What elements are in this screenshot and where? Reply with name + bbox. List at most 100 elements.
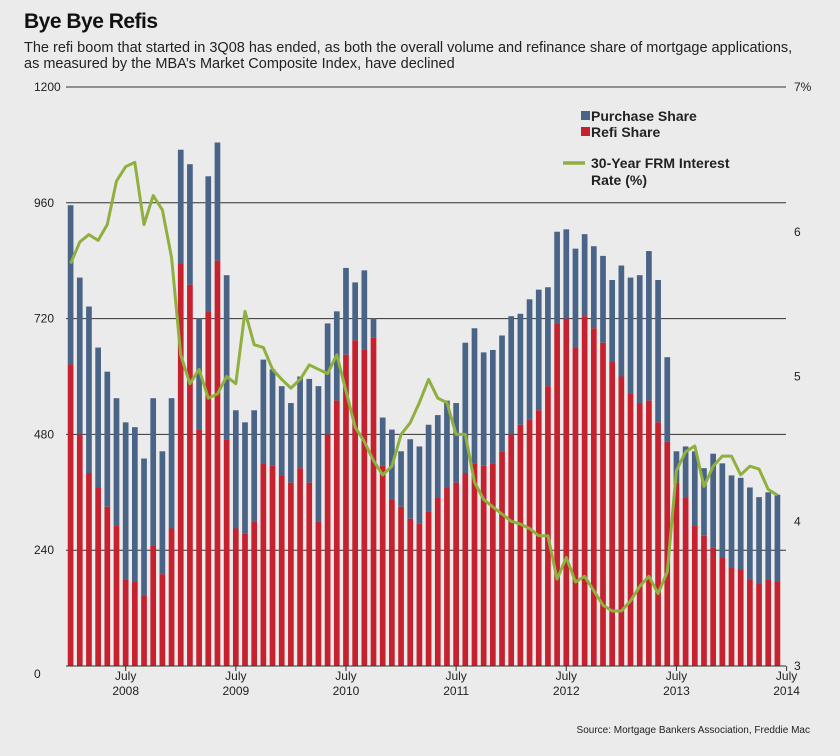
- bar-purchase: [306, 378, 313, 483]
- bar-purchase: [132, 427, 138, 582]
- bar-purchase: [490, 349, 496, 464]
- bar-purchase: [113, 398, 120, 527]
- bar-purchase: [416, 446, 423, 524]
- x-tick-month: July: [666, 669, 687, 683]
- bar-purchase: [177, 149, 184, 264]
- bar-purchase: [480, 352, 487, 466]
- bar-purchase: [747, 487, 753, 580]
- bar-purchase: [517, 313, 524, 425]
- bar-refi: [398, 506, 404, 666]
- bar-refi: [655, 422, 661, 666]
- bar-refi: [425, 511, 432, 666]
- left-axis-ticks: 0 240 480 720 960 1200: [34, 80, 61, 681]
- bar-purchase: [508, 316, 515, 435]
- bar-refi: [646, 400, 652, 666]
- legend-label-refi: Refi Share: [591, 124, 660, 140]
- bar-refi: [352, 340, 358, 666]
- bar-purchase: [370, 318, 377, 338]
- bar-purchase: [434, 415, 441, 498]
- bar-refi: [434, 497, 441, 666]
- bar-refi: [159, 574, 166, 666]
- bar-refi: [315, 521, 322, 666]
- bar-purchase: [324, 323, 331, 435]
- bar-purchase: [609, 280, 616, 363]
- bar-refi: [122, 579, 129, 666]
- bar-purchase: [600, 255, 606, 343]
- bar-refi: [581, 316, 588, 666]
- x-tick-year: 2012: [553, 684, 580, 698]
- x-tick-month: July: [445, 669, 466, 683]
- bar-purchase: [737, 477, 744, 570]
- bar-refi: [407, 518, 414, 666]
- bar-purchase: [232, 410, 239, 529]
- legend-label-purchase: Purchase Share: [591, 108, 697, 124]
- bar-purchase: [774, 494, 781, 582]
- bar-refi: [333, 400, 340, 666]
- bar-refi: [444, 487, 450, 666]
- bar-purchase: [655, 280, 661, 423]
- bar-purchase: [223, 275, 230, 440]
- bar-refi: [205, 311, 212, 666]
- bar-refi: [288, 482, 294, 666]
- bar-refi: [232, 528, 239, 666]
- bar-purchase: [618, 265, 625, 377]
- bar-refi: [168, 528, 175, 666]
- bar-refi: [737, 569, 744, 666]
- bar-refi: [728, 567, 735, 666]
- bar-refi: [132, 581, 138, 666]
- x-tick-month: July: [115, 669, 136, 683]
- bar-refi: [324, 434, 331, 666]
- x-tick-year: 2009: [222, 684, 249, 698]
- bar-purchase: [260, 359, 267, 464]
- x-tick-year: 2011: [443, 684, 469, 698]
- bar-purchase: [499, 335, 505, 452]
- bar-purchase: [398, 451, 404, 507]
- right-tick-label: 6: [794, 225, 801, 239]
- bar-refi: [177, 263, 184, 666]
- right-tick-label: 7%: [794, 80, 812, 94]
- bar-refi: [86, 473, 92, 666]
- bar-purchase: [719, 463, 726, 558]
- bar-refi: [416, 523, 423, 666]
- bar-refi: [774, 581, 781, 666]
- bar-purchase: [563, 229, 570, 319]
- legend-swatch-purchase: [581, 111, 590, 120]
- bar-refi: [297, 468, 303, 666]
- bar-refi: [682, 497, 689, 666]
- bar-purchase: [352, 282, 358, 341]
- bar-refi: [196, 429, 202, 666]
- right-tick-label: 5: [794, 370, 801, 384]
- bar-purchase: [168, 398, 175, 529]
- bar-refi: [113, 526, 120, 666]
- bar-purchase: [67, 205, 74, 365]
- bar-refi: [590, 328, 597, 666]
- bar-purchase: [159, 451, 166, 575]
- bar-refi: [260, 463, 267, 666]
- bar-refi: [609, 362, 616, 666]
- bar-purchase: [646, 251, 652, 401]
- bar-purchase: [526, 299, 533, 420]
- bar-refi: [269, 465, 276, 666]
- bar-purchase: [545, 287, 551, 387]
- x-tick-year: 2010: [333, 684, 360, 698]
- bar-refi: [67, 364, 74, 666]
- bar-purchase: [765, 492, 772, 580]
- bar-refi: [701, 535, 707, 666]
- right-axis-ticks: 3 4 5 6 7%: [794, 80, 812, 673]
- bar-purchase: [425, 424, 432, 512]
- legend-label-rate: 30-Year FRM Interest Rate (%): [591, 155, 733, 188]
- x-tick-month: July: [225, 669, 246, 683]
- bar-refi: [278, 475, 285, 666]
- bar-purchase: [581, 234, 588, 317]
- bar-refi: [471, 463, 478, 666]
- bar-purchase: [278, 386, 285, 476]
- bar-refi: [306, 482, 313, 666]
- bar-purchase: [691, 451, 698, 527]
- bar-refi: [756, 583, 762, 666]
- bar-refi: [535, 410, 542, 666]
- left-tick-label: 960: [34, 196, 54, 210]
- bar-purchase: [343, 267, 349, 355]
- bars: [67, 142, 781, 666]
- bar-refi: [361, 349, 368, 666]
- left-tick-label: 0: [34, 667, 41, 681]
